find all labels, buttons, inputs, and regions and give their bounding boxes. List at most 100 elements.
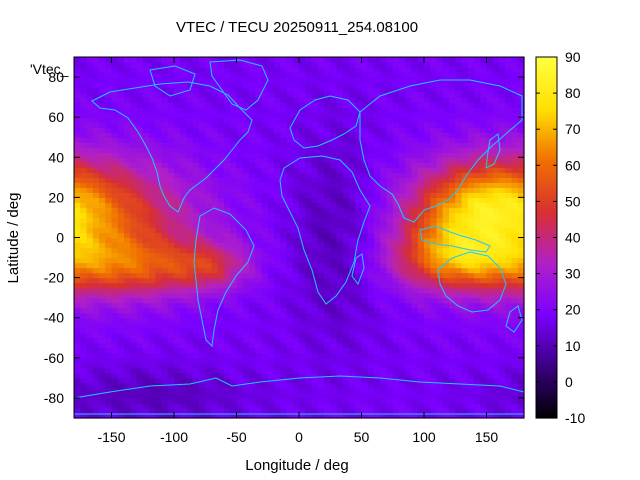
heatmap-cell: [267, 62, 275, 68]
heatmap-cell: [230, 307, 238, 314]
heatmap-cell: [361, 92, 369, 98]
heatmap-cell: [117, 242, 125, 249]
heatmap-cell: [374, 117, 381, 123]
heatmap-cell: [286, 377, 294, 384]
heatmap-cell: [199, 217, 206, 224]
heatmap-cell: [355, 367, 363, 374]
heatmap-cell: [361, 322, 369, 329]
heatmap-cell: [424, 217, 431, 224]
heatmap-cell: [336, 292, 344, 299]
heatmap-cell: [199, 392, 206, 399]
heatmap-cell: [449, 297, 456, 304]
heatmap-cell: [211, 177, 219, 183]
heatmap-cell: [305, 227, 313, 234]
heatmap-cell: [161, 262, 169, 269]
heatmap-cell: [336, 407, 344, 414]
heatmap-cell: [224, 187, 231, 193]
heatmap-cell: [336, 192, 344, 198]
heatmap-cell: [105, 302, 113, 309]
heatmap-cell: [242, 397, 250, 404]
heatmap-cell: [324, 177, 331, 183]
heatmap-cell: [430, 92, 438, 98]
heatmap-cell: [455, 347, 463, 354]
heatmap-cell: [199, 352, 206, 359]
heatmap-cell: [205, 277, 213, 284]
heatmap-cell: [74, 337, 81, 344]
heatmap-cell: [336, 242, 344, 249]
heatmap-cell: [317, 217, 325, 224]
heatmap-cell: [324, 377, 331, 384]
heatmap-cell: [336, 367, 344, 374]
heatmap-cell: [467, 372, 475, 379]
heatmap-cell: [367, 307, 375, 314]
heatmap-cell: [255, 202, 263, 209]
heatmap-cell: [449, 132, 456, 138]
heatmap-cell: [386, 402, 394, 409]
heatmap-cell: [474, 342, 481, 349]
heatmap-cell: [280, 322, 288, 329]
heatmap-cell: [474, 327, 481, 334]
heatmap-cell: [242, 102, 250, 108]
heatmap-cell: [486, 197, 494, 203]
heatmap-cell: [336, 387, 344, 394]
heatmap-cell: [430, 312, 438, 319]
heatmap-cell: [299, 212, 306, 219]
heatmap-cell: [442, 122, 450, 128]
heatmap-cell: [455, 132, 463, 138]
heatmap-cell: [317, 337, 325, 344]
heatmap-cell: [305, 397, 313, 404]
heatmap-cell: [392, 407, 400, 414]
heatmap-cell: [86, 332, 94, 339]
heatmap-cell: [230, 397, 238, 404]
heatmap-cell: [467, 127, 475, 133]
heatmap-cell: [436, 57, 444, 63]
heatmap-cell: [124, 382, 131, 389]
heatmap-cell: [280, 187, 288, 193]
heatmap-cell: [280, 367, 288, 374]
heatmap-cell: [180, 372, 188, 379]
heatmap-cell: [199, 192, 206, 198]
heatmap-cell: [161, 387, 169, 394]
heatmap-cell: [86, 172, 94, 178]
heatmap-cell: [180, 82, 188, 88]
heatmap-cell: [99, 202, 106, 209]
heatmap-cell: [480, 177, 488, 183]
heatmap-cell: [261, 357, 269, 364]
heatmap-cell: [417, 157, 425, 163]
heatmap-cell: [349, 202, 356, 209]
heatmap-cell: [161, 107, 169, 113]
heatmap-cell: [261, 347, 269, 354]
heatmap-cell: [205, 112, 213, 118]
heatmap-cell: [117, 327, 125, 334]
heatmap-cell: [305, 187, 313, 193]
heatmap-cell: [136, 87, 144, 93]
heatmap-cell: [180, 227, 188, 234]
heatmap-cell: [249, 352, 256, 359]
heatmap-cell: [224, 117, 231, 123]
heatmap-cell: [336, 412, 344, 419]
heatmap-cell: [499, 387, 506, 394]
heatmap-cell: [367, 347, 375, 354]
heatmap-cell: [305, 287, 313, 294]
heatmap-cell: [136, 252, 144, 259]
heatmap-cell: [180, 132, 188, 138]
heatmap-cell: [405, 347, 413, 354]
heatmap-cell: [211, 232, 219, 239]
heatmap-cell: [449, 112, 456, 118]
heatmap-cell: [205, 307, 213, 314]
heatmap-cell: [186, 182, 194, 188]
heatmap-cell: [342, 342, 350, 349]
heatmap-cell: [424, 402, 431, 409]
heatmap-cell: [286, 102, 294, 108]
heatmap-cell: [299, 367, 306, 374]
heatmap-cell: [249, 347, 256, 354]
heatmap-cell: [424, 157, 431, 163]
heatmap-cell: [255, 357, 263, 364]
heatmap-cell: [317, 382, 325, 389]
heatmap-cell: [80, 272, 88, 279]
heatmap-cell: [436, 162, 444, 168]
heatmap-cell: [374, 177, 381, 183]
heatmap-cell: [474, 267, 481, 274]
heatmap-cell: [230, 177, 238, 183]
heatmap-cell: [124, 77, 131, 83]
